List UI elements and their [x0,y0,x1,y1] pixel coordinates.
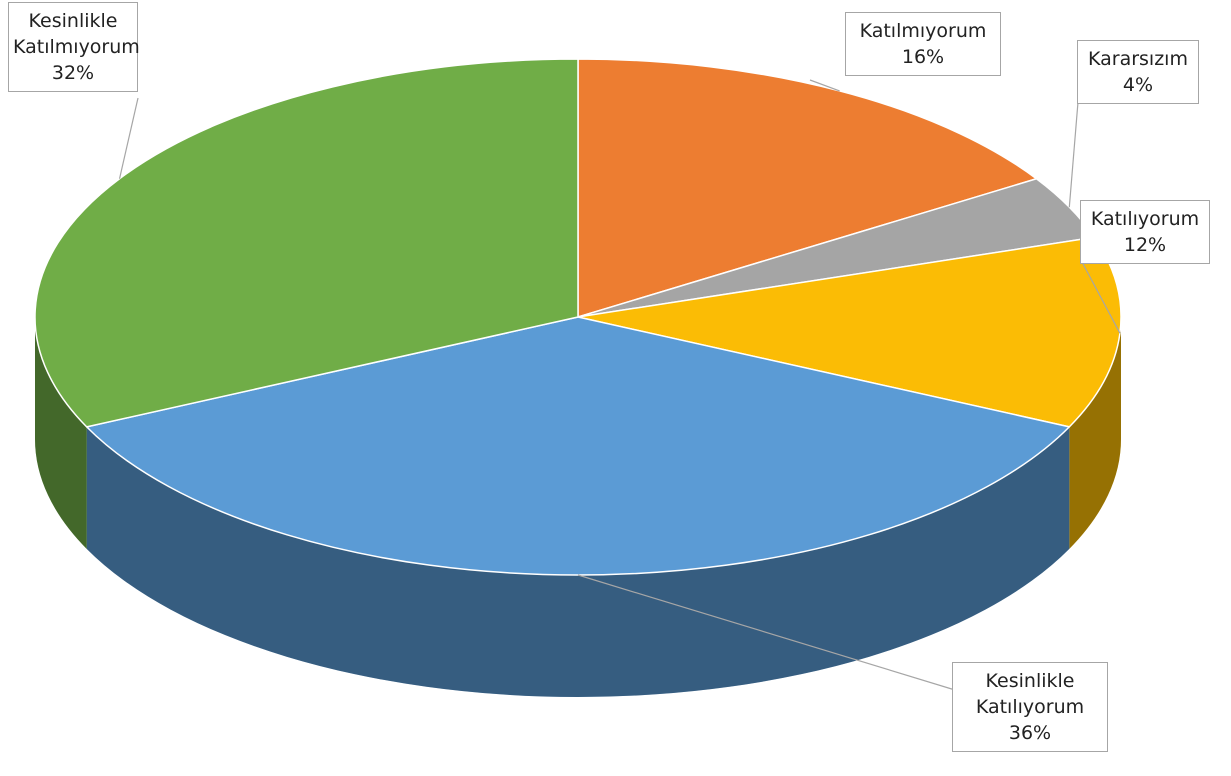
data-label-category: Kesinlikle Katılmıyorum [13,10,140,58]
leader-line [1081,261,1121,334]
data-label-value: 16% [901,46,945,68]
data-label: Kesinlikle Katılıyorum 36% [952,662,1108,752]
data-label-category: Katılıyorum [1090,208,1200,230]
slice [34,58,579,428]
leader-line [809,79,840,92]
data-label-value: 4% [1122,74,1154,96]
data-label-category: Kesinlikle Katılıyorum [975,670,1085,718]
slice-side [86,426,1070,697]
data-label: Kararsızım 4% [1077,40,1199,104]
data-label: Kesinlikle Katılmıyorum 32% [8,2,140,92]
leader-line [118,97,139,179]
data-label-category: Kararsızım [1088,48,1188,70]
data-label-value: 36% [1008,722,1052,744]
data-label-category: Katılmıyorum [859,20,987,42]
data-label: Katılmıyorum 16% [845,12,1001,76]
data-label: Katılıyorum 12% [1080,200,1210,264]
data-label-value: 32% [51,62,95,84]
slice [85,316,1071,576]
slice-side-shade [86,426,1070,697]
data-label-value: 12% [1123,234,1167,256]
leader-line [1068,101,1079,208]
slice-side-shade [1069,317,1121,549]
leader-line [577,574,956,691]
slice-side [1069,317,1121,549]
